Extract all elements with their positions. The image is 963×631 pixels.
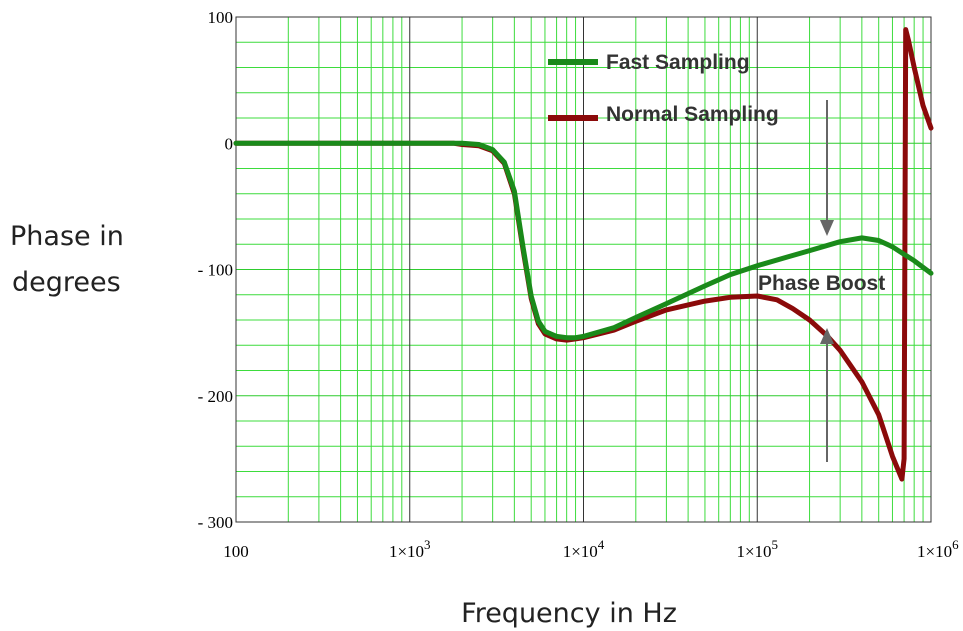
grid-lines <box>235 16 932 523</box>
phase-boost-annotation: Phase Boost <box>758 100 885 462</box>
x-tick-label: 1×106 <box>917 537 959 561</box>
legend-label-fast: Fast Sampling <box>606 51 750 74</box>
plot-frame <box>235 16 932 523</box>
y-tick-label: 0 <box>225 134 234 153</box>
y-tick-label: 100 <box>208 8 234 27</box>
arrow-up-icon <box>820 328 834 344</box>
arrow-down-icon <box>820 220 834 236</box>
y-tick-label: - 200 <box>198 387 233 406</box>
x-tick-label: 1×104 <box>563 537 605 561</box>
series-line-fast-sampling <box>233 140 934 341</box>
ylabel-line-2: degrees <box>12 267 121 298</box>
y-tick-label: - 100 <box>198 261 233 280</box>
xlabel: Frequency in Hz <box>461 598 677 629</box>
phase-boost-label: Phase Boost <box>758 272 885 295</box>
legend: Fast Sampling Normal Sampling <box>548 51 779 126</box>
ylabel-line-1: Phase in <box>10 221 124 252</box>
tick-labels: 100 1×103 1×104 1×105 1×106 100 0 - 100 - 200 - 3… <box>198 8 960 561</box>
legend-label-normal: Normal Sampling <box>606 103 779 126</box>
x-tick-label: 1×103 <box>389 537 431 561</box>
series-lines <box>233 27 934 482</box>
y-tick-label: - 300 <box>198 513 233 532</box>
x-tick-label: 1×105 <box>736 537 778 561</box>
x-tick-label: 100 <box>223 542 249 561</box>
